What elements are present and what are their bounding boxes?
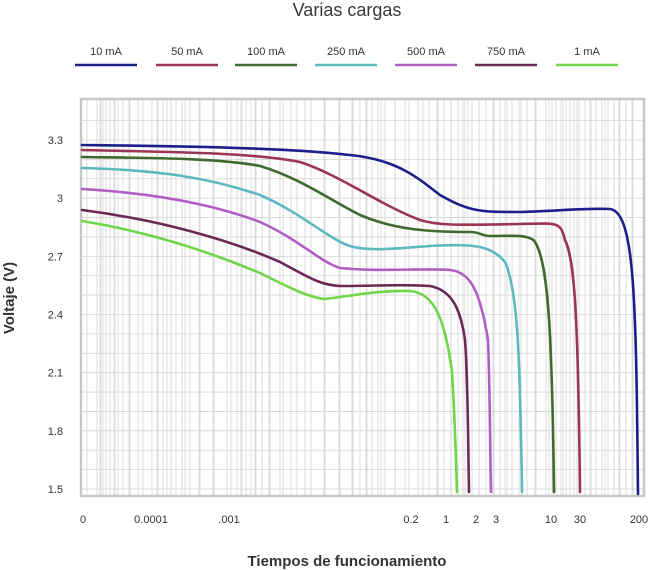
- x-tick-label: 200: [630, 514, 648, 526]
- plot-frame: [79, 97, 646, 498]
- x-tick-label: .001: [218, 514, 239, 526]
- legend-label: 1 mA: [574, 46, 600, 58]
- legend-label: 100 mA: [247, 46, 286, 58]
- legend: 10 mA 50 mA 100 mA 250 mA 500 mA 750 mA 1 mA: [75, 46, 618, 67]
- x-tick-label: 2: [473, 514, 479, 526]
- series-line: [80, 155, 556, 494]
- y-tick-label: 3: [57, 193, 63, 205]
- x-axis-label: Tiempos de funcionamiento: [248, 553, 447, 570]
- legend-label: 750 mA: [487, 46, 526, 58]
- x-tick-label: 10: [545, 514, 557, 526]
- series-line: [80, 219, 459, 494]
- y-tick-label: 1.8: [48, 426, 63, 438]
- series-line: [80, 208, 471, 494]
- y-tick-labels: 3.3 3 2.7 2.4 2.1 1.8 1.5: [48, 135, 63, 496]
- series-line: [80, 187, 493, 494]
- legend-label: 10 mA: [90, 46, 122, 58]
- x-tick-label: 0.2: [403, 514, 418, 526]
- legend-label: 50 mA: [171, 46, 203, 58]
- x-tick-label: 0.0001: [134, 514, 168, 526]
- y-tick-label: 2.7: [48, 251, 63, 263]
- y-tick-label: 2.4: [48, 310, 63, 322]
- x-tick-label: 0: [80, 514, 86, 526]
- x-tick-labels: 0 0.0001 .001 0.2 1 2 3 10 30 200: [80, 514, 648, 526]
- y-tick-label: 1.5: [48, 484, 63, 496]
- y-axis-label: Voltaje (V): [1, 262, 18, 334]
- series-lines: [80, 143, 640, 496]
- grid: [81, 99, 644, 496]
- chart-title: Varias cargas: [293, 0, 402, 20]
- series-line: [80, 166, 524, 494]
- x-tick-label: 1: [443, 514, 449, 526]
- x-tick-label: 30: [574, 514, 586, 526]
- x-tick-label: 3: [493, 514, 499, 526]
- legend-label: 500 mA: [407, 46, 446, 58]
- legend-label: 250 mA: [327, 46, 366, 58]
- series-line: [80, 148, 582, 494]
- series-line: [80, 143, 640, 496]
- y-tick-label: 2.1: [48, 368, 63, 380]
- y-tick-label: 3.3: [48, 135, 63, 147]
